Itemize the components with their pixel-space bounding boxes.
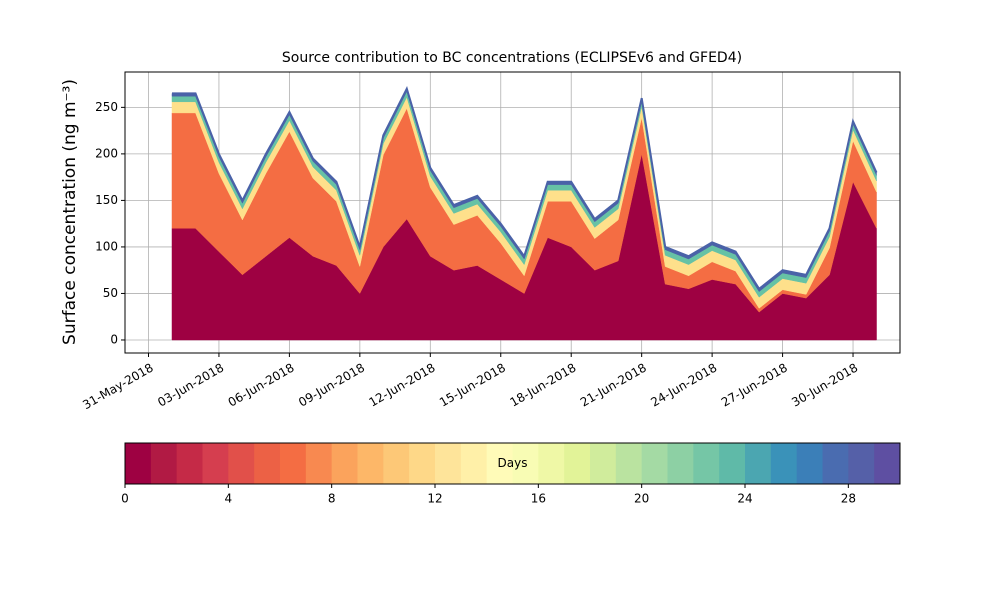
x-tick-label: 03-Jun-2018 <box>155 361 226 410</box>
colorbar-swatch <box>460 443 488 484</box>
colorbar-tick-label: 20 <box>634 492 649 506</box>
chart-title: Source contribution to BC concentrations… <box>282 50 742 66</box>
colorbar-swatch <box>202 443 229 484</box>
plot-frame <box>124 71 901 354</box>
colorbar-tick-label: 28 <box>841 492 856 506</box>
y-tick-label: 250 <box>95 100 118 114</box>
colorbar-swatch <box>590 443 617 484</box>
colorbar-swatch <box>796 443 823 484</box>
y-tick-label: 50 <box>103 286 118 300</box>
colorbar-swatch <box>770 443 798 484</box>
colorbar-swatch <box>357 443 384 484</box>
x-tick-label: 18-Jun-2018 <box>507 361 578 410</box>
colorbar-swatch <box>719 443 746 484</box>
colorbar-tick-label: 4 <box>225 492 233 506</box>
colorbar-tick-label: 8 <box>328 492 336 506</box>
colorbar-swatch <box>822 443 849 484</box>
y-tick-label: 150 <box>95 193 118 207</box>
colorbar-swatch <box>125 443 152 484</box>
x-tick-label: 21-Jun-2018 <box>578 361 649 410</box>
colorbar-tick-label: 16 <box>531 492 546 506</box>
y-axis-label: Surface concentration (ng m⁻³) <box>60 79 80 345</box>
colorbar-swatch <box>486 443 513 484</box>
x-tick-label: 12-Jun-2018 <box>367 361 438 410</box>
colorbar-swatch <box>254 443 281 484</box>
colorbar-frame <box>124 442 901 485</box>
colorbar-tick-label: 0 <box>121 492 129 506</box>
colorbar-swatch <box>874 443 901 484</box>
colorbar-swatch <box>280 443 307 484</box>
y-tick-label: 200 <box>95 146 118 160</box>
colorbar-swatch <box>745 443 772 484</box>
x-tick-label: 27-Jun-2018 <box>719 361 790 410</box>
x-tick-label: 24-Jun-2018 <box>648 361 719 410</box>
colorbar-swatch <box>435 443 462 484</box>
colorbar-swatch <box>305 443 333 484</box>
colorbar-tick-label: 24 <box>737 492 752 506</box>
colorbar-swatch <box>228 443 255 484</box>
x-tick-label: 15-Jun-2018 <box>437 361 508 410</box>
colorbar-swatch <box>667 443 694 484</box>
x-tick-label: 30-Jun-2018 <box>789 361 860 410</box>
x-tick-label: 06-Jun-2018 <box>226 361 297 410</box>
colorbar-swatch <box>176 443 203 484</box>
colorbar-swatch <box>538 443 565 484</box>
colorbar-swatch <box>615 443 643 484</box>
colorbar-swatch <box>150 443 178 484</box>
colorbar-swatch <box>564 443 591 484</box>
colorbar-label: Days <box>498 456 528 470</box>
x-tick-label: 09-Jun-2018 <box>296 361 367 410</box>
y-tick-label: 0 <box>110 332 118 346</box>
top-line <box>172 86 878 291</box>
y-tick-label: 100 <box>95 239 118 253</box>
colorbar-swatch <box>409 443 436 484</box>
colorbar-swatch <box>693 443 720 484</box>
colorbar-swatch <box>383 443 410 484</box>
colorbar-swatch <box>512 443 539 484</box>
colorbar-swatch <box>641 443 668 484</box>
colorbar-swatch <box>331 443 358 484</box>
colorbar-swatch <box>848 443 875 484</box>
colorbar-tick-label: 12 <box>427 492 442 506</box>
x-tick-label: 31-May-2018 <box>80 361 155 413</box>
